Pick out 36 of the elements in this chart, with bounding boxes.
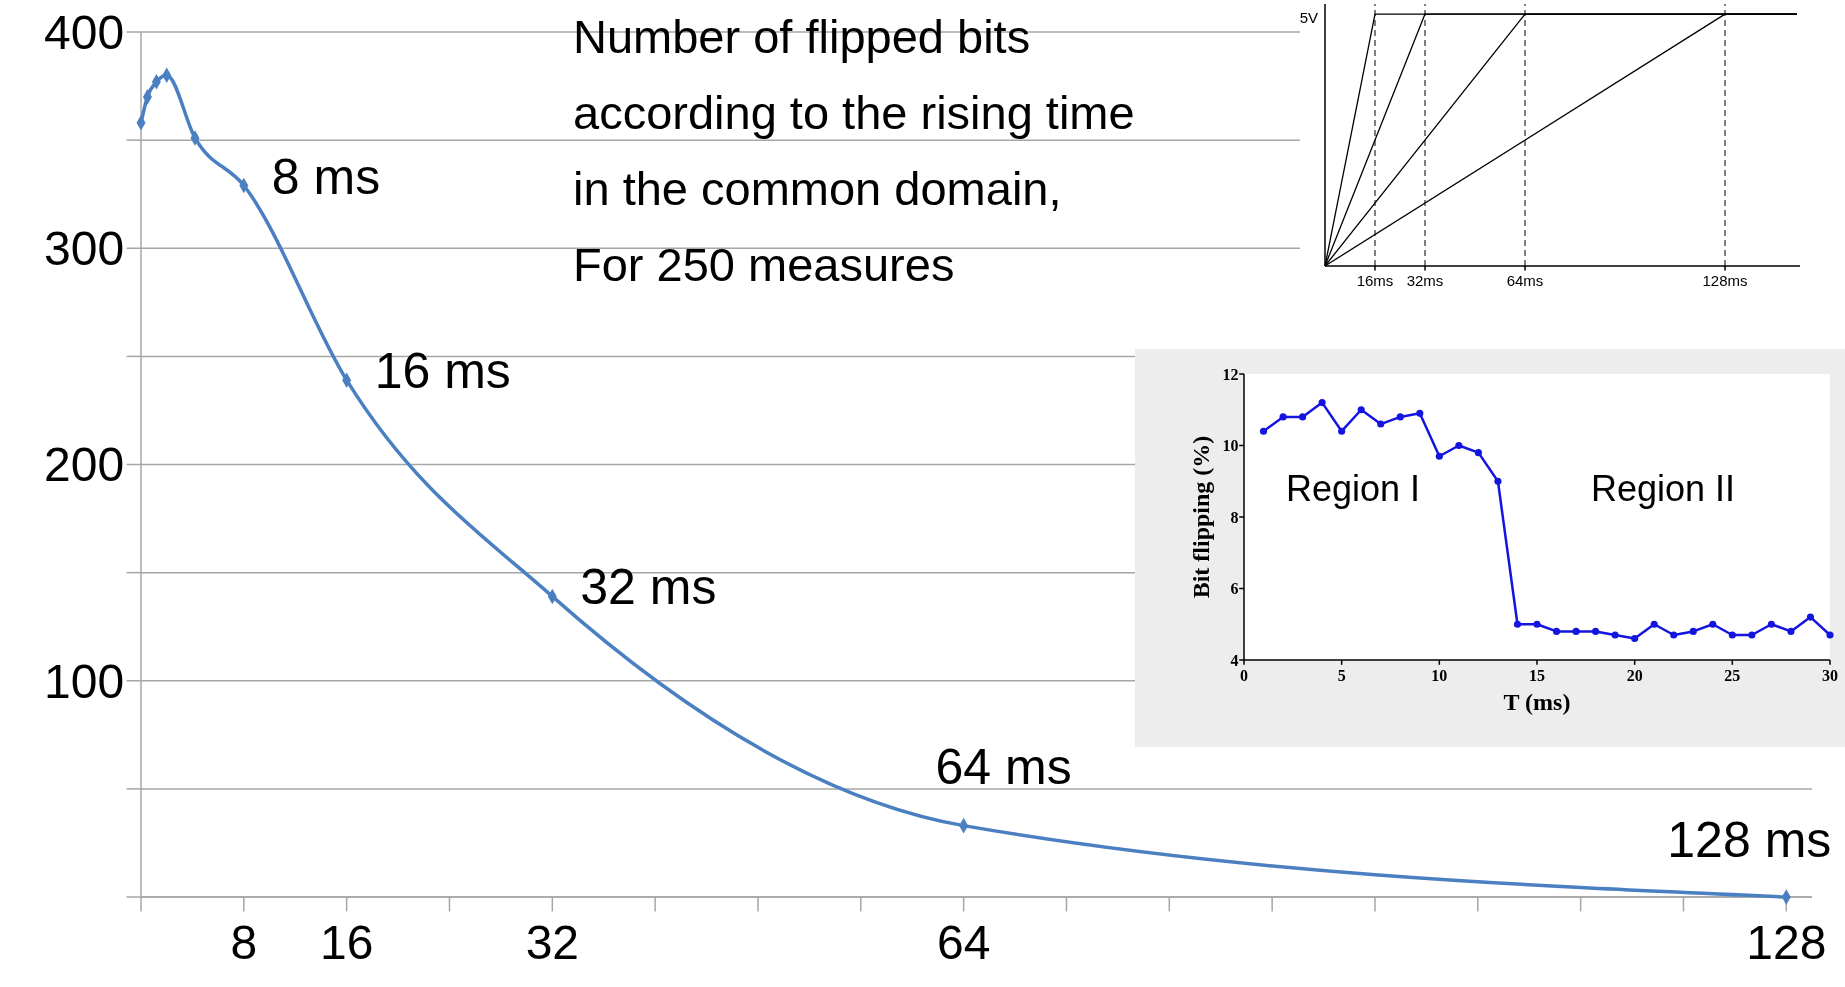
annotation: 128 ms (1667, 812, 1832, 868)
y-tick-label: 12 (1222, 365, 1239, 383)
x-tick-label: 25 (1724, 666, 1741, 684)
x-tick-label: 15 (1529, 666, 1545, 684)
annotation: 16 ms (374, 343, 511, 400)
y-tick-label: 300 (44, 222, 125, 276)
x-tick-label: 32 (525, 916, 580, 970)
x-tick-label: 128 (1746, 916, 1827, 970)
y-tick-label: 4 (1230, 651, 1239, 669)
x-tick-label: 64 (936, 916, 991, 970)
y-tick-label: 6 (1230, 580, 1239, 598)
x-tick-label: 64ms (1506, 271, 1544, 289)
x-tick-label: 128ms (1702, 271, 1748, 289)
y-tick-label: 100 (44, 654, 125, 708)
x-tick-label: 20 (1626, 666, 1643, 684)
text: 5V (1299, 9, 1318, 27)
x-tick-label: 32ms (1406, 271, 1444, 289)
y-tick-label: 200 (44, 438, 125, 492)
y-tick-label: 400 (44, 5, 125, 59)
x-tick-label: 10 (1431, 666, 1448, 684)
x-axis-title: T (ms) (1503, 688, 1571, 715)
annotation: Region I (1285, 467, 1421, 509)
annotation: 8 ms (271, 148, 381, 205)
x-tick-label: 16 (319, 916, 374, 970)
x-tick-label: 30 (1822, 666, 1838, 684)
x-tick-label: 16ms (1356, 271, 1394, 289)
x-tick-label: 8 (230, 916, 258, 970)
text: Number of flipped bits according to the rising time in the common domain, For 250 measures (573, 10, 1135, 291)
x-tick-label: 0 (1240, 666, 1248, 684)
y-axis-title: Bit flipping (%) (1187, 435, 1214, 599)
annotation: Region II (1590, 467, 1736, 509)
annotation: 64 ms (935, 738, 1072, 795)
y-tick-label: 8 (1230, 508, 1239, 526)
x-tick-label: 5 (1337, 666, 1346, 684)
annotation: 32 ms (580, 559, 717, 616)
y-tick-label: 10 (1222, 437, 1239, 455)
